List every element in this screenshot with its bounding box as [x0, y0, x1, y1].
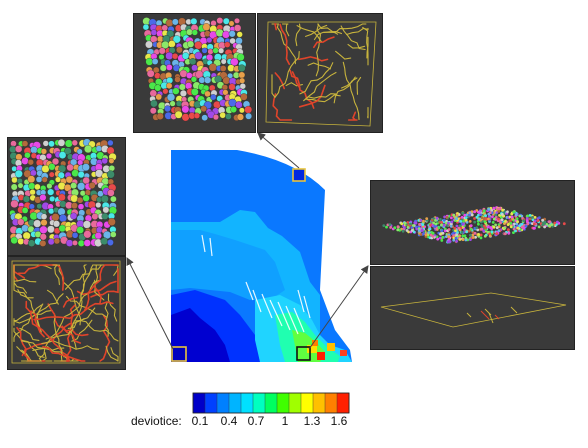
colorbar-ticks: 0.1 0.4 0.7 1 1.3 1.6 [192, 414, 348, 428]
left-sample-marker [171, 346, 187, 362]
colorbar-tick-label: 0.4 [221, 414, 238, 428]
colorbar-swatch [204, 392, 218, 414]
colorbar-tick-label: 0.7 [248, 414, 265, 428]
left-force-chain-panel [7, 256, 126, 370]
colorbar-swatch [276, 392, 290, 414]
colorbar-swatch [324, 392, 338, 414]
colorbar [192, 392, 350, 414]
arrow-to-right-panels [308, 265, 369, 350]
colorbar-swatch [336, 392, 350, 414]
arrow-to-left-panels [126, 257, 174, 350]
arrow-to-top-panels [257, 132, 300, 169]
colorbar-tick-label: 1.6 [331, 414, 348, 428]
colorbar-tick-label: 1 [282, 414, 289, 428]
top-force-chain-panel [257, 13, 383, 133]
top-sample-marker [292, 168, 306, 182]
colorbar-swatch [300, 392, 314, 414]
particle-assembly-image [134, 14, 255, 132]
particle-assembly-image [8, 138, 125, 255]
colorbar-swatch [192, 392, 206, 414]
colorbar-swatch [216, 392, 230, 414]
particle-layer-image [371, 181, 574, 264]
colorbar-swatch [252, 392, 266, 414]
colorbar-swatch [288, 392, 302, 414]
right-sample-marker [296, 346, 311, 361]
colorbar-label: deviotice: [131, 414, 182, 428]
right-particles-panel [370, 180, 575, 265]
colorbar-swatch [228, 392, 242, 414]
colorbar-swatch [312, 392, 326, 414]
force-chain-image [8, 257, 125, 369]
left-particles-panel [7, 137, 126, 256]
colorbar-swatch [264, 392, 278, 414]
colorbar-swatch [240, 392, 254, 414]
force-chain-image [258, 14, 382, 132]
right-force-chain-panel [370, 266, 575, 350]
colorbar-tick-label: 1.3 [304, 414, 321, 428]
strain-map-body [171, 150, 352, 362]
top-particles-panel [133, 13, 256, 133]
colorbar-tick-label: 0.1 [192, 414, 209, 428]
force-chain-layer-image [371, 267, 574, 349]
